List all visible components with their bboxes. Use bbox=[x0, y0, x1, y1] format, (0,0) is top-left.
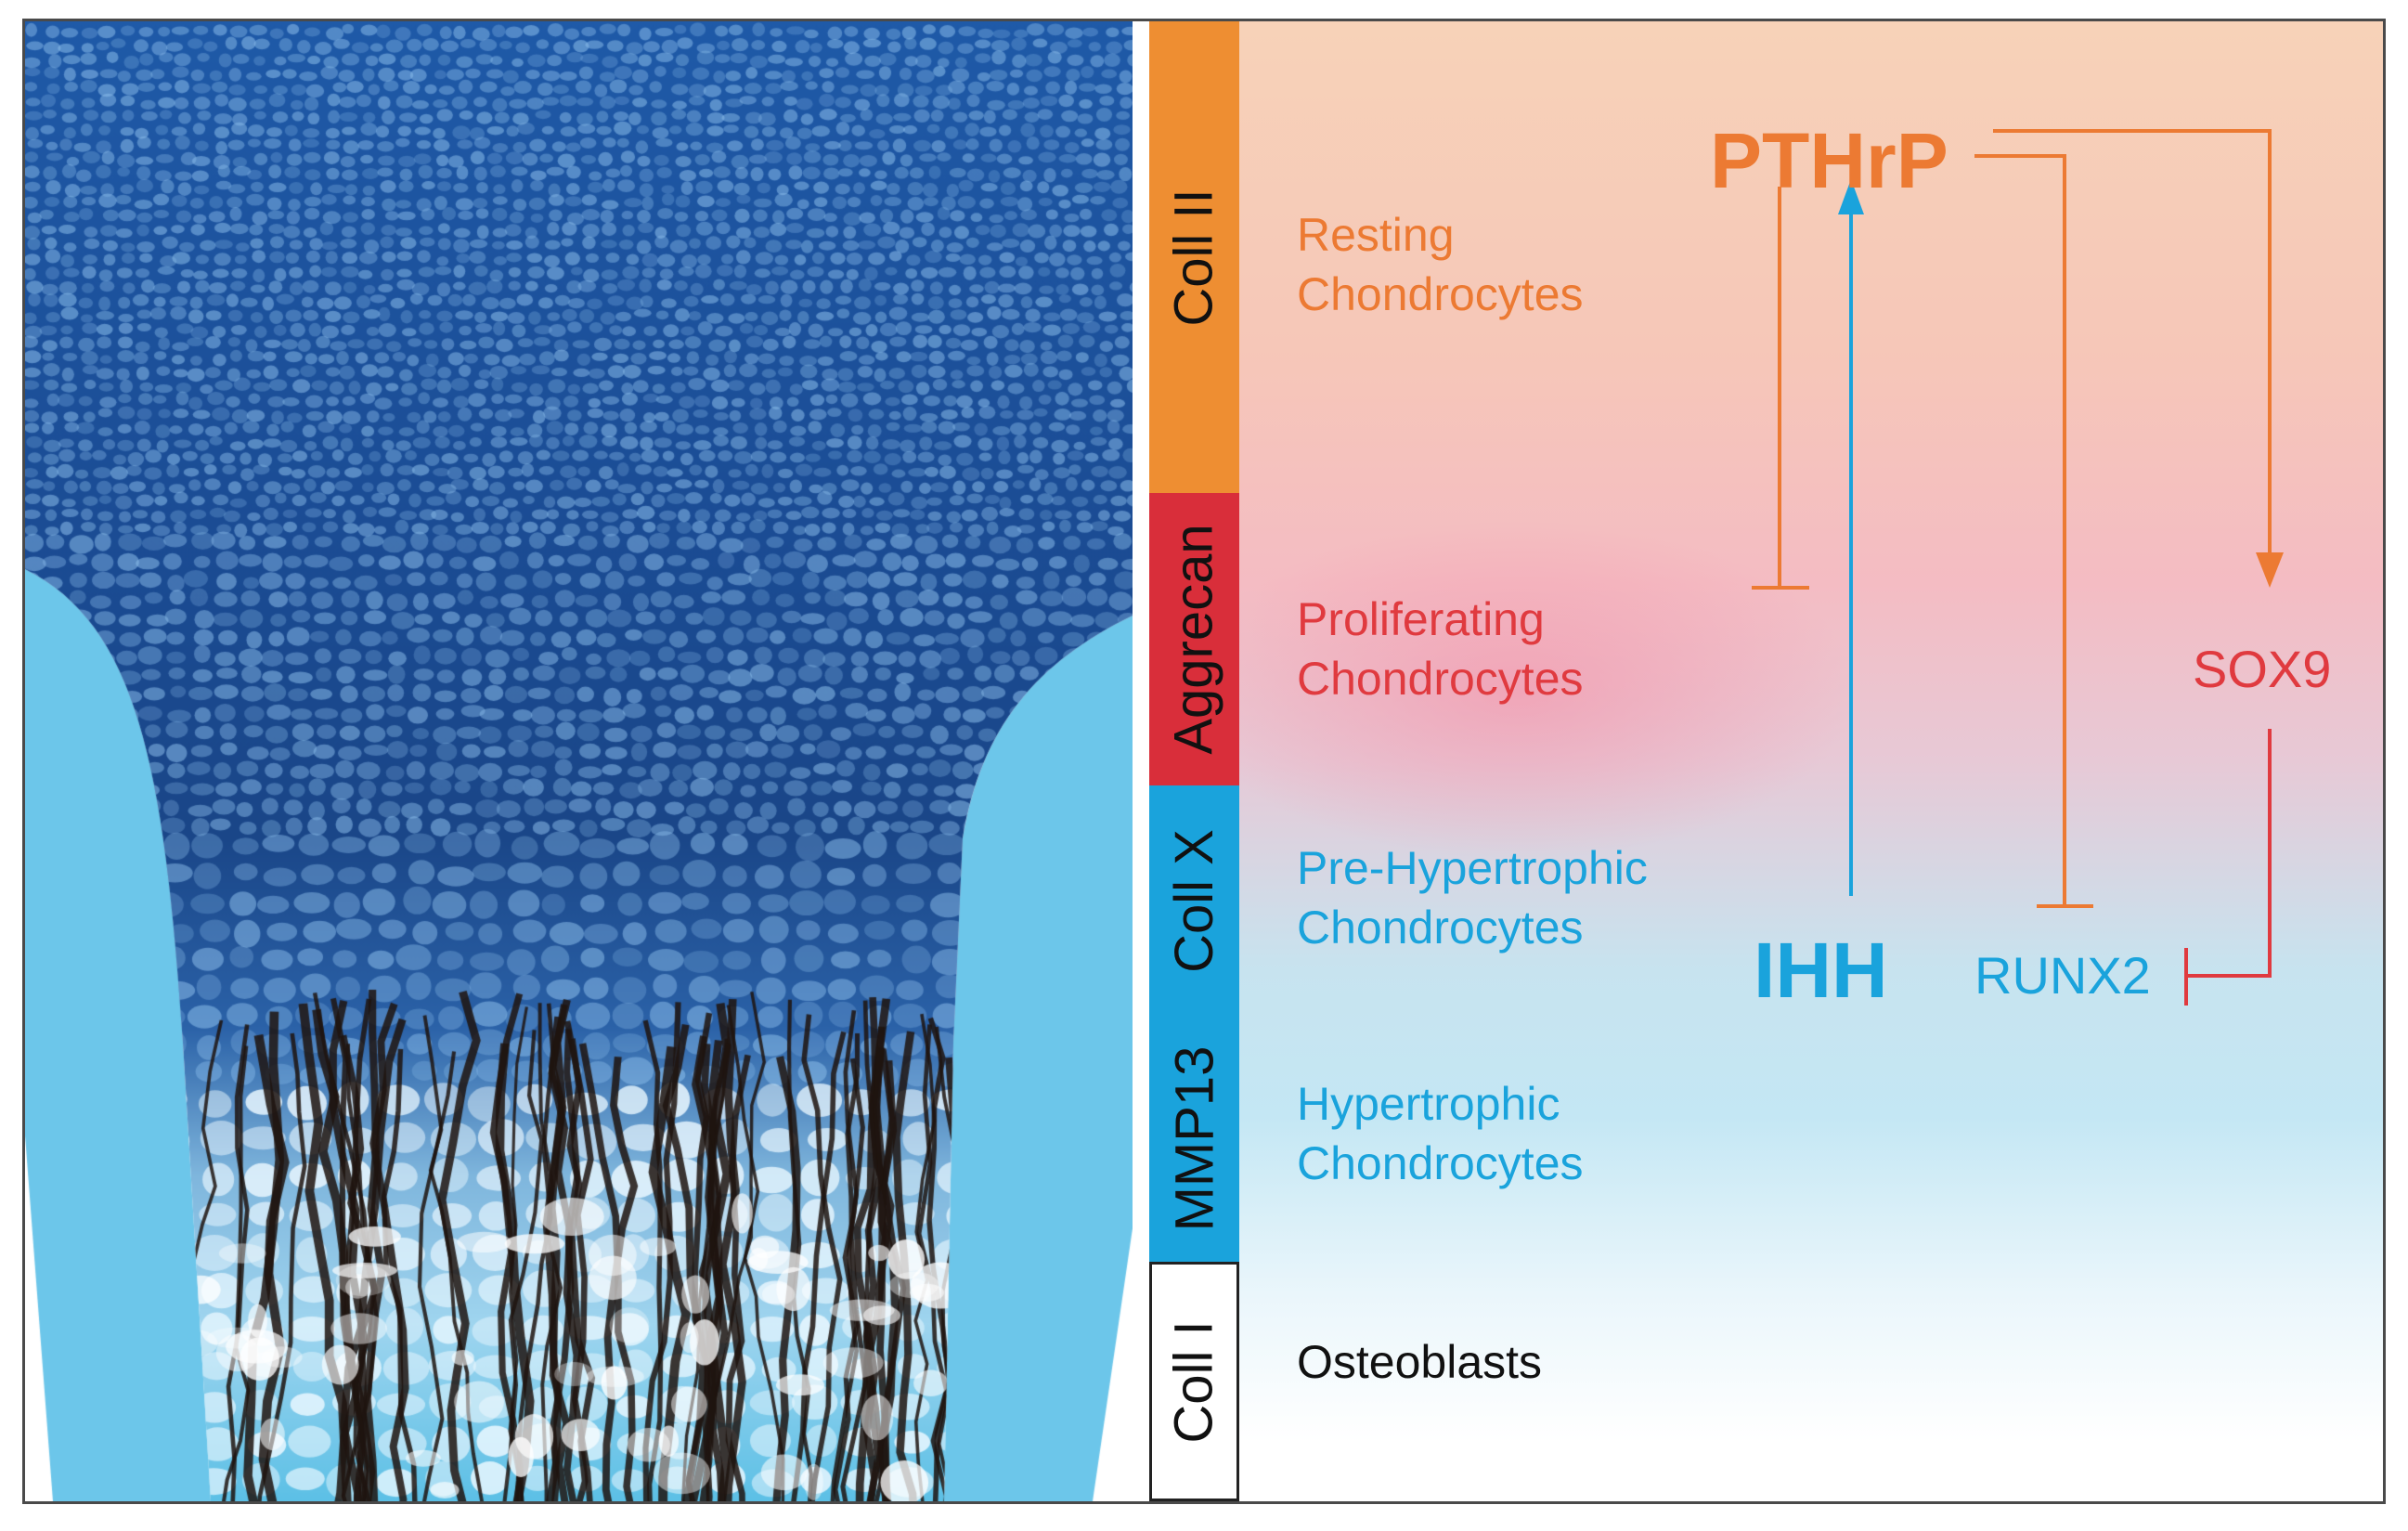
zone-label-osteoblasts: Osteoblasts bbox=[1297, 1332, 1542, 1392]
zone-label-line: Osteoblasts bbox=[1297, 1336, 1543, 1388]
zone-label-line: Proliferating bbox=[1297, 593, 1545, 645]
ihh-to-pthrp-arrow bbox=[1838, 179, 1864, 896]
zone-label-proliferating: Proliferating Chondrocytes bbox=[1297, 590, 1584, 708]
zone-label-hypertrophic: Hypertrophic Chondrocytes bbox=[1297, 1074, 1584, 1193]
gene-pthrp: PTHrP bbox=[1710, 117, 1948, 204]
figure-panel: Coll II Aggrecan Coll X MMP13 Coll I Res… bbox=[22, 19, 2386, 1504]
sox9-inhibit-runx2-line bbox=[2184, 729, 2272, 1006]
stripe-coll-i: Coll I bbox=[1149, 1262, 1239, 1501]
pthrp-inhibit-runx2-line bbox=[1974, 154, 2093, 908]
signaling-network bbox=[1752, 129, 2284, 1006]
gene-ihh: IHH bbox=[1754, 927, 1888, 1014]
stripe-aggrecan: Aggrecan bbox=[1149, 493, 1239, 785]
pthrp-inhibit-line bbox=[1752, 187, 1809, 590]
zone-label-resting: Resting Chondrocytes bbox=[1297, 205, 1584, 324]
growth-plate-histology-image bbox=[25, 21, 1133, 1501]
pthrp-to-sox9-arrow bbox=[1993, 129, 2284, 588]
panel-divider bbox=[1133, 21, 1149, 1501]
zone-gradient-background bbox=[1239, 21, 2383, 1501]
stripe-coll-x: Coll X bbox=[1149, 785, 1239, 1016]
zone-label-line: Resting bbox=[1297, 209, 1455, 261]
zone-label-line: Pre-Hypertrophic bbox=[1297, 842, 1648, 894]
zone-label-line: Chondrocytes bbox=[1297, 1137, 1584, 1189]
zone-label-line: Chondrocytes bbox=[1297, 268, 1584, 320]
gene-sox9: SOX9 bbox=[2193, 640, 2332, 698]
zone-label-line: Chondrocytes bbox=[1297, 902, 1584, 954]
zone-label-line: Chondrocytes bbox=[1297, 653, 1584, 705]
gene-runx2: RUNX2 bbox=[1974, 946, 2151, 1005]
stripe-mmp13: MMP13 bbox=[1149, 1016, 1239, 1262]
zone-label-line: Hypertrophic bbox=[1297, 1078, 1560, 1130]
stripe-coll-ii: Coll II bbox=[1149, 21, 1239, 493]
zone-label-prehypertrophic: Pre-Hypertrophic Chondrocytes bbox=[1297, 838, 1648, 957]
